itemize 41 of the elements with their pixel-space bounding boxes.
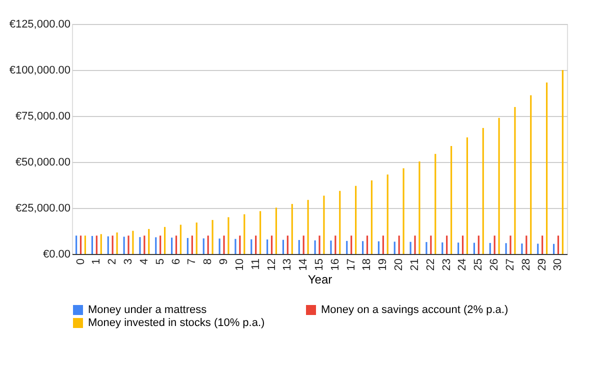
legend-label: Money under a mattress: [88, 304, 208, 316]
y-tick-label: €25,000.00: [15, 202, 70, 214]
x-tick-label: 2: [106, 258, 119, 265]
legend-label: Money invested in stocks (10% p.a.): [88, 317, 265, 329]
x-tick-label: 5: [154, 258, 166, 265]
x-tick-label: 18: [361, 258, 374, 271]
x-tick-label: 6: [170, 258, 182, 265]
x-tick-label: 29: [536, 258, 548, 271]
x-axis-title: Year: [308, 272, 332, 287]
x-tick-label: 24: [456, 258, 469, 271]
y-tick-label: €125,000.00: [9, 18, 70, 30]
x-tick-label: 0: [74, 258, 87, 265]
y-tick-label: €75,000.00: [15, 110, 70, 122]
y-tick-label: €0.00: [42, 248, 70, 260]
x-tick-label: 27: [504, 258, 516, 271]
x-tick-label: 14: [298, 258, 310, 271]
x-tick-label: 9: [218, 258, 230, 265]
y-tick-label: €50,000.00: [15, 156, 70, 168]
x-tick-label: 20: [393, 258, 406, 271]
x-tick-label: 11: [250, 258, 262, 270]
x-tick-label: 12: [266, 258, 278, 271]
y-tick-label: €100,000.00: [9, 64, 70, 76]
x-tick-label: 8: [202, 258, 214, 265]
x-tick-label: 21: [409, 258, 421, 271]
x-tick-label: 3: [122, 258, 135, 265]
x-tick-label: 15: [314, 258, 326, 271]
x-tick-label: 16: [329, 258, 342, 271]
x-tick-label: 17: [345, 258, 358, 271]
x-tick-label: 19: [377, 258, 390, 271]
x-tick-label: 28: [520, 258, 532, 271]
x-tick-label: 22: [424, 258, 437, 271]
legend-label: Money on a savings account (2% p.a.): [321, 304, 508, 316]
x-tick-label: 23: [440, 258, 453, 271]
x-tick-label: 25: [472, 258, 485, 271]
x-tick-label: 10: [234, 258, 246, 271]
x-tick-label: 26: [488, 258, 501, 271]
x-tick-label: 13: [282, 258, 294, 271]
x-tick-label: 30: [552, 258, 564, 271]
x-tick-label: 4: [138, 258, 150, 265]
x-tick-label: 1: [90, 258, 103, 265]
x-tick-label: 7: [186, 258, 198, 265]
